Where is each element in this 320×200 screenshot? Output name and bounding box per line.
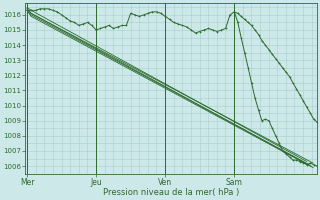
- X-axis label: Pression niveau de la mer( hPa ): Pression niveau de la mer( hPa ): [103, 188, 239, 197]
